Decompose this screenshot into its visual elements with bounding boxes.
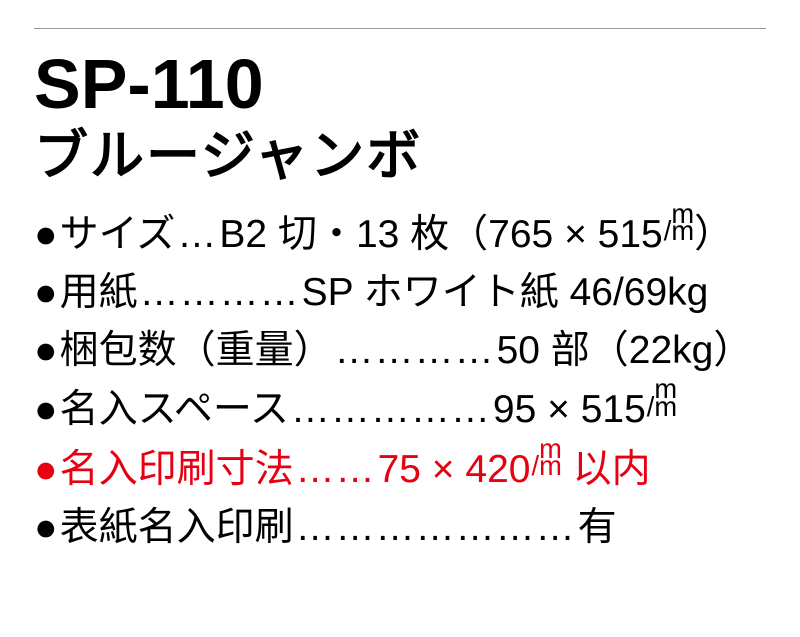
bullet-icon: ● bbox=[34, 264, 58, 322]
bullet-icon: ● bbox=[34, 499, 58, 557]
spec-row: ●用紙 ………… SP ホワイト紙 46/69kg bbox=[34, 264, 766, 322]
spec-row: ●名入スペース …………… 95 × 515 bbox=[34, 379, 766, 439]
spec-value: SP ホワイト紙 46/69kg bbox=[302, 264, 709, 322]
spec-value: 有 bbox=[578, 499, 617, 557]
mm-unit bbox=[664, 204, 694, 240]
bullet-icon: ● bbox=[34, 381, 58, 439]
spec-label: サイズ bbox=[60, 206, 176, 264]
spec-value: 50 部（22kg） bbox=[497, 322, 753, 380]
spec-leader: ………… bbox=[333, 322, 497, 380]
spec-row: ●サイズ … B2 切・13 枚（765 × 515） bbox=[34, 204, 766, 264]
product-code: SP-110 bbox=[34, 49, 766, 119]
spec-leader: ………… bbox=[138, 264, 302, 322]
spec-row: ●表紙名入印刷 ………………… 有 bbox=[34, 499, 766, 557]
spec-label: 名入印刷寸法 bbox=[60, 441, 294, 499]
spec-row: ●梱包数（重量） ………… 50 部（22kg） bbox=[34, 322, 766, 380]
bullet-icon: ● bbox=[34, 206, 58, 264]
spec-label: 梱包数（重量） bbox=[60, 322, 333, 380]
mm-unit bbox=[531, 439, 561, 475]
spec-leader: …………… bbox=[289, 381, 493, 439]
bullet-icon: ● bbox=[34, 441, 58, 499]
bullet-icon: ● bbox=[34, 322, 58, 380]
top-rule bbox=[34, 28, 766, 29]
spec-leader: ………………… bbox=[294, 499, 578, 557]
spec-value: 95 × 515 bbox=[493, 379, 677, 439]
spec-label: 用紙 bbox=[60, 264, 138, 322]
spec-label: 表紙名入印刷 bbox=[60, 499, 294, 557]
spec-row: ●名入印刷寸法 …… 75 × 420 以内 bbox=[34, 439, 766, 499]
spec-leader: …… bbox=[294, 441, 378, 499]
spec-value: 75 × 420 以内 bbox=[378, 439, 651, 499]
spec-label: 名入スペース bbox=[60, 381, 289, 439]
product-title: ブルージャンボ bbox=[34, 127, 766, 186]
spec-list: ●サイズ … B2 切・13 枚（765 × 515）●用紙 ………… SP ホ… bbox=[34, 204, 766, 556]
mm-unit bbox=[647, 379, 677, 415]
spec-leader: … bbox=[175, 206, 219, 264]
spec-value: B2 切・13 枚（765 × 515） bbox=[219, 204, 733, 264]
